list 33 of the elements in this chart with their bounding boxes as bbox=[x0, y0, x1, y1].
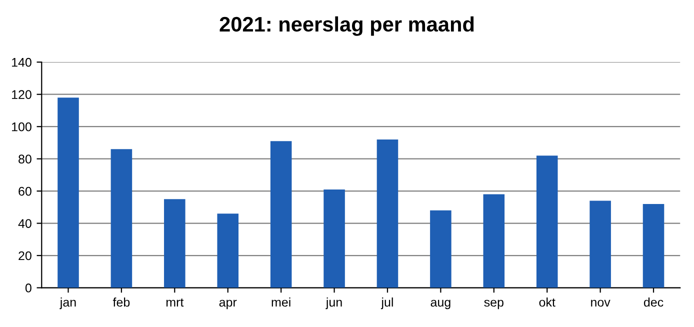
x-tick-label: dec bbox=[644, 297, 664, 307]
x-tick-label: sep bbox=[484, 300, 504, 310]
x-tick-label: jan bbox=[60, 297, 76, 310]
y-tick-label: 20 bbox=[18, 251, 32, 260]
bar bbox=[590, 200, 611, 288]
x-tick-label: feb bbox=[112, 297, 130, 307]
y-tick-label: 100 bbox=[12, 122, 32, 132]
chart-title: 2021: neerslag per maand bbox=[220, 16, 474, 36]
bar bbox=[217, 214, 239, 288]
bar bbox=[483, 194, 505, 288]
bar bbox=[58, 98, 79, 288]
bar bbox=[324, 189, 345, 288]
x-tick-label: apr bbox=[219, 300, 237, 310]
bar bbox=[110, 149, 132, 288]
y-tick-label: 120 bbox=[12, 90, 32, 100]
x-tick-label: mrt bbox=[166, 298, 184, 307]
x-tick-label: jul bbox=[380, 297, 393, 310]
x-tick-label: nov bbox=[591, 300, 610, 307]
x-tick-label: aug bbox=[430, 300, 450, 310]
y-tick-label: 80 bbox=[18, 154, 32, 164]
x-tick-label: jun bbox=[326, 297, 342, 310]
y-tick-label: 60 bbox=[18, 186, 32, 196]
bar bbox=[270, 141, 292, 288]
x-tick-label: okt bbox=[539, 297, 556, 307]
y-tick-label: 40 bbox=[18, 219, 32, 228]
y-tick-label: 140 bbox=[12, 58, 32, 67]
bar bbox=[376, 139, 398, 288]
bar bbox=[430, 210, 452, 288]
bar bbox=[642, 204, 664, 288]
bar bbox=[164, 199, 186, 288]
x-tick-label: mei bbox=[272, 297, 290, 307]
y-tick-label: 0 bbox=[25, 284, 32, 292]
bar bbox=[536, 156, 558, 288]
